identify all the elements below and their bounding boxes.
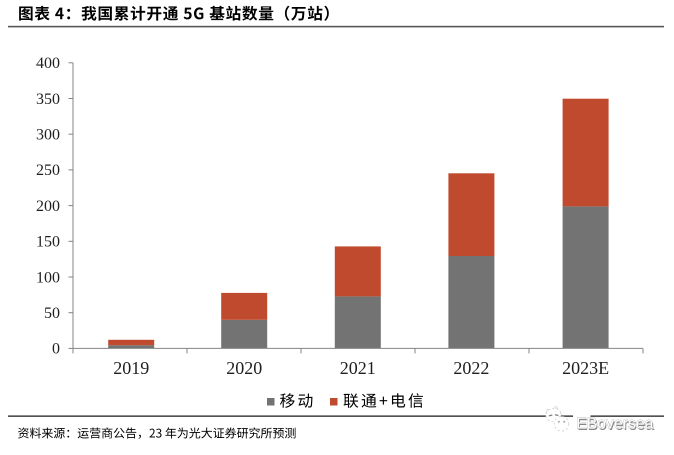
svg-text:100: 100 [36,269,60,286]
svg-text:0: 0 [52,341,60,358]
svg-text:300: 300 [36,127,60,144]
svg-text:2021: 2021 [340,358,376,378]
svg-text:2020: 2020 [226,358,262,378]
svg-text:250: 250 [36,162,60,179]
svg-text:50: 50 [44,305,60,322]
svg-text:200: 200 [36,198,60,215]
svg-text:2022: 2022 [453,358,489,378]
svg-text:2019: 2019 [113,358,149,378]
svg-text:350: 350 [36,91,60,108]
svg-text:2023E: 2023E [562,358,609,378]
svg-text:150: 150 [36,234,60,251]
svg-text:400: 400 [36,55,60,72]
svg-text:EBoversea: EBoversea [576,416,653,433]
svg-text:EBoversea: EBoversea [577,417,654,434]
